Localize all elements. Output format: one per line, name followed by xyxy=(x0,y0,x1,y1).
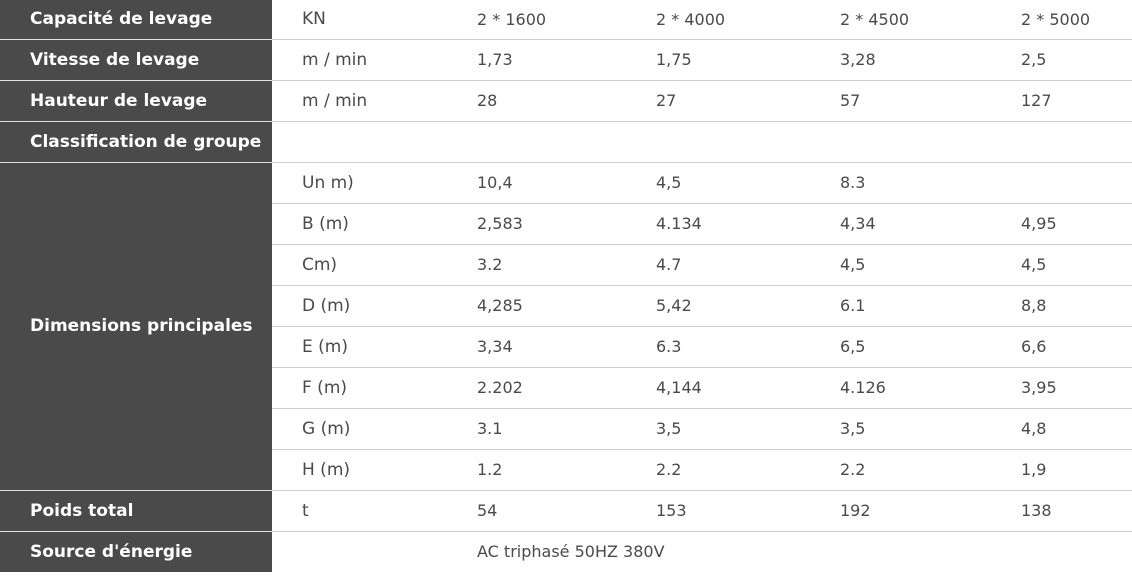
value-cell: 27 xyxy=(626,80,810,122)
table-row-dimension-c: Cm) 3.2 4.7 4,5 4,5 xyxy=(0,244,1132,286)
value-cell: 138 xyxy=(991,490,1132,532)
value-cell: 4,95 xyxy=(991,203,1132,245)
value-cell xyxy=(810,121,991,163)
value-cell: 2.202 xyxy=(447,367,626,409)
value-cell: 2 * 4000 xyxy=(626,0,810,40)
unit-cell: Cm) xyxy=(272,244,447,286)
table-row-lifting-speed: Vitesse de levage m / min 1,73 1,75 3,28… xyxy=(0,39,1132,81)
unit-cell: B (m) xyxy=(272,203,447,245)
value-cell: 57 xyxy=(810,80,991,122)
value-cell: 4.7 xyxy=(626,244,810,286)
table-row-dimension-h: H (m) 1.2 2.2 2.2 1,9 xyxy=(0,449,1132,491)
value-cell: 1,9 xyxy=(991,449,1132,491)
value-cell: 4,144 xyxy=(626,367,810,409)
table-row-dimension-f: F (m) 2.202 4,144 4.126 3,95 xyxy=(0,367,1132,409)
value-cell: 153 xyxy=(626,490,810,532)
unit-cell: m / min xyxy=(272,39,447,81)
table-row-lifting-capacity: Capacité de levage KN 2 * 1600 2 * 4000 … xyxy=(0,0,1132,40)
value-cell: 192 xyxy=(810,490,991,532)
value-cell: 2 * 1600 xyxy=(447,0,626,40)
value-cell: 2 * 4500 xyxy=(810,0,991,40)
unit-cell: H (m) xyxy=(272,449,447,491)
table-row-power-source: Source d'énergie AC triphasé 50HZ 380V xyxy=(0,531,1132,572)
value-cell: 2.2 xyxy=(626,449,810,491)
value-cell: 6,5 xyxy=(810,326,991,368)
power-source-value: AC triphasé 50HZ 380V xyxy=(477,542,665,562)
unit-cell: KN xyxy=(272,0,447,40)
value-cell: 4,5 xyxy=(810,244,991,286)
unit-cell: Un m) xyxy=(272,162,447,204)
value-cell: 2 * 5000 xyxy=(991,0,1132,40)
value-cell: 3,28 xyxy=(810,39,991,81)
value-cell: 8.3 xyxy=(810,162,991,204)
value-cell xyxy=(626,121,810,163)
value-cell: 2,5 xyxy=(991,39,1132,81)
row-header-group-classification: Classification de groupe xyxy=(0,121,272,163)
value-cell: 4,5 xyxy=(991,244,1132,286)
value-cell: 2.2 xyxy=(810,449,991,491)
value-cell: 28 xyxy=(447,80,626,122)
unit-cell xyxy=(272,531,447,572)
row-header-lifting-speed: Vitesse de levage xyxy=(0,39,272,81)
value-cell: 6.1 xyxy=(810,285,991,327)
value-cell: 10,4 xyxy=(447,162,626,204)
row-header-lifting-height: Hauteur de levage xyxy=(0,80,272,122)
value-cell: 3.1 xyxy=(447,408,626,450)
unit-cell: m / min xyxy=(272,80,447,122)
value-cell: 3.2 xyxy=(447,244,626,286)
unit-cell: E (m) xyxy=(272,326,447,368)
value-cell: 4,34 xyxy=(810,203,991,245)
value-cell: 8,8 xyxy=(991,285,1132,327)
table-row-lifting-height: Hauteur de levage m / min 28 27 57 127 xyxy=(0,80,1132,122)
table-row-dimension-b: B (m) 2,583 4.134 4,34 4,95 xyxy=(0,203,1132,245)
value-cell: 54 xyxy=(447,490,626,532)
unit-cell: F (m) xyxy=(272,367,447,409)
table-row-dimension-e: E (m) 3,34 6.3 6,5 6,6 xyxy=(0,326,1132,368)
value-cell xyxy=(991,162,1132,204)
value-cell: 3,95 xyxy=(991,367,1132,409)
table-row-dimension-g: G (m) 3.1 3,5 3,5 4,8 xyxy=(0,408,1132,450)
value-cell: 3,5 xyxy=(810,408,991,450)
value-cell xyxy=(991,121,1132,163)
row-header-total-weight: Poids total xyxy=(0,490,272,532)
value-cell: 4,8 xyxy=(991,408,1132,450)
unit-cell: D (m) xyxy=(272,285,447,327)
value-cell xyxy=(447,121,626,163)
unit-cell: G (m) xyxy=(272,408,447,450)
value-cell: 5,42 xyxy=(626,285,810,327)
value-cell: 6.3 xyxy=(626,326,810,368)
value-cell: 3,34 xyxy=(447,326,626,368)
value-cell: 4.134 xyxy=(626,203,810,245)
value-cell: 1,73 xyxy=(447,39,626,81)
value-cell: 1,75 xyxy=(626,39,810,81)
row-header-main-dimensions: Dimensions principales xyxy=(0,162,272,491)
table-row-group-classification: Classification de groupe xyxy=(0,121,1132,163)
row-header-lifting-capacity: Capacité de levage xyxy=(0,0,272,40)
table-row-dimension-a: Dimensions principales Un m) 10,4 4,5 8.… xyxy=(0,162,1132,491)
value-cell: 4.126 xyxy=(810,367,991,409)
value-cell: 2,583 xyxy=(447,203,626,245)
value-cell: 4,5 xyxy=(626,162,810,204)
table-row-total-weight: Poids total t 54 153 192 138 xyxy=(0,490,1132,532)
unit-cell: t xyxy=(272,490,447,532)
value-cell: 6,6 xyxy=(991,326,1132,368)
value-cell: 127 xyxy=(991,80,1132,122)
table-row-dimension-d: D (m) 4,285 5,42 6.1 8,8 xyxy=(0,285,1132,327)
value-cell: 4,285 xyxy=(447,285,626,327)
row-header-power-source: Source d'énergie xyxy=(0,531,272,572)
value-cell: 1.2 xyxy=(447,449,626,491)
unit-cell xyxy=(272,121,447,163)
value-cell: 3,5 xyxy=(626,408,810,450)
